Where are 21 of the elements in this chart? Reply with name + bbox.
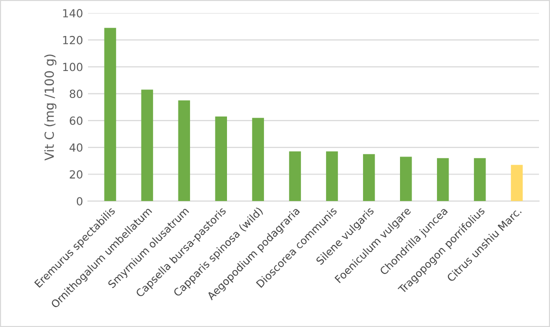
bar xyxy=(474,158,486,202)
y-tick-label: 120 xyxy=(63,36,82,44)
bar xyxy=(326,151,338,202)
y-axis-title: Vit C (mg /100 g) xyxy=(44,54,56,161)
y-tick-label: 40 xyxy=(70,143,82,152)
bar xyxy=(400,156,412,202)
bar xyxy=(363,154,375,202)
bar xyxy=(436,158,449,202)
y-tick-label: 140 xyxy=(63,9,82,18)
bar xyxy=(215,116,227,202)
bar xyxy=(178,100,190,202)
bar xyxy=(141,90,154,202)
y-tick-label: 60 xyxy=(70,116,82,125)
y-tick-label: 80 xyxy=(70,90,82,98)
y-tick-label: 0 xyxy=(76,197,82,206)
bar xyxy=(289,151,301,202)
bar xyxy=(104,28,116,202)
y-tick-label: 20 xyxy=(70,170,82,179)
bar xyxy=(510,164,523,202)
bar xyxy=(252,118,264,202)
y-tick-label: 100 xyxy=(63,62,82,72)
